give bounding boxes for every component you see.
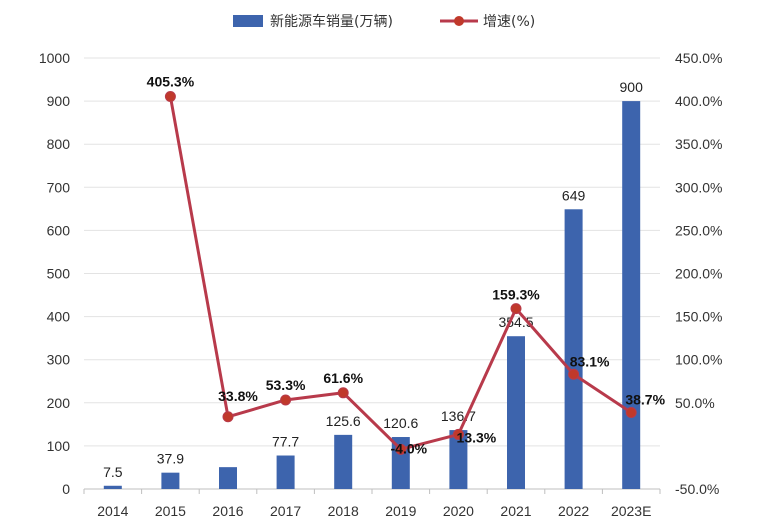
growth-point [568, 368, 580, 380]
growth-point [337, 387, 349, 399]
x-tick-label: 2015 [155, 503, 186, 519]
gridlines [84, 57, 660, 490]
left-tick-label: 500 [47, 266, 71, 282]
x-tick-label: 2022 [558, 503, 589, 519]
legend: 新能源车销量(万辆) 增速(%) [233, 13, 535, 30]
right-tick-label: 300.0% [675, 179, 722, 195]
bars [103, 101, 641, 489]
legend-bar-label: 新能源车销量(万辆) [270, 13, 393, 30]
bar [276, 455, 295, 489]
left-tick-label: 1000 [39, 50, 70, 66]
bar [449, 430, 468, 489]
left-tick-label: 700 [47, 179, 71, 195]
right-tick-label: 200.0% [675, 266, 722, 282]
growth-line [164, 91, 637, 455]
growth-value-label: 405.3% [147, 74, 195, 90]
left-tick-label: 300 [47, 352, 71, 368]
x-tick-label: 2019 [385, 503, 416, 519]
growth-point [222, 411, 234, 423]
growth-value-label: 38.7% [625, 392, 665, 408]
left-tick-label: 200 [47, 395, 71, 411]
x-tick-label: 2021 [500, 503, 531, 519]
growth-value-label: 13.3% [457, 429, 497, 445]
right-tick-label: 350.0% [675, 136, 722, 152]
x-tick-label: 2016 [212, 503, 243, 519]
bar [622, 101, 641, 489]
left-tick-label: 800 [47, 136, 71, 152]
bar-value-label: 900 [620, 79, 644, 95]
growth-value-label: 53.3% [266, 377, 306, 393]
right-tick-label: -50.0% [675, 481, 719, 497]
bar-value-label: 77.7 [272, 434, 299, 450]
left-tick-label: 400 [47, 309, 71, 325]
bar [334, 434, 353, 489]
growth-point [452, 428, 464, 440]
bar-value-label: 37.9 [157, 451, 184, 467]
growth-point [625, 407, 637, 419]
growth-value-labels: 405.3% 33.8% 53.3% 61.6% -4.0% 13.3% 159.3% 83.… [147, 74, 666, 457]
bar [219, 467, 237, 489]
left-tick-label: 0 [62, 481, 70, 497]
left-tick-label: 100 [47, 438, 71, 454]
bar [103, 485, 122, 489]
left-tick-label: 900 [47, 93, 71, 109]
legend-bar-swatch [233, 15, 263, 27]
bar-value-label: 649 [562, 187, 586, 203]
right-tick-label: 400.0% [675, 93, 722, 109]
left-tick-label: 600 [47, 222, 71, 238]
x-tick-label: 2023E [611, 503, 651, 519]
x-tick-label: 2020 [443, 503, 474, 519]
x-axis-ticks: 2014 2015 2016 2017 2018 2019 2020 2021 2022 2023… [83, 489, 661, 519]
growth-point [280, 394, 292, 406]
right-axis-ticks: -50.0% 50.0% 100.0% 150.0% 200.0% 250.0% 300.0… [675, 50, 722, 497]
growth-point [164, 91, 176, 103]
growth-value-label: 83.1% [570, 353, 610, 369]
legend-line-label: 增速(%) [483, 14, 535, 30]
bar [161, 472, 180, 489]
bar [507, 336, 525, 489]
x-tick-label: 2018 [328, 503, 359, 519]
growth-value-label: 159.3% [492, 287, 540, 303]
right-tick-label: 150.0% [675, 309, 722, 325]
right-tick-label: 100.0% [675, 352, 722, 368]
right-tick-label: 250.0% [675, 222, 722, 238]
growth-value-label: 33.8% [218, 388, 258, 404]
growth-point [395, 443, 407, 455]
growth-value-label: -4.0% [391, 440, 428, 456]
x-tick-label: 2017 [270, 503, 301, 519]
growth-point [510, 303, 522, 315]
bar [564, 209, 583, 489]
left-axis-ticks: 0 100 200 300 400 500 600 700 800 900 1000 [39, 50, 70, 497]
bar-value-label: 125.6 [326, 413, 361, 429]
bar-value-label: 7.5 [103, 464, 123, 480]
bar-value-label: 120.6 [383, 415, 418, 431]
right-tick-label: 450.0% [675, 50, 722, 66]
right-tick-label: 50.0% [675, 395, 715, 411]
legend-line-marker [454, 16, 464, 26]
x-tick-label: 2014 [97, 503, 128, 519]
growth-value-label: 61.6% [323, 370, 363, 386]
